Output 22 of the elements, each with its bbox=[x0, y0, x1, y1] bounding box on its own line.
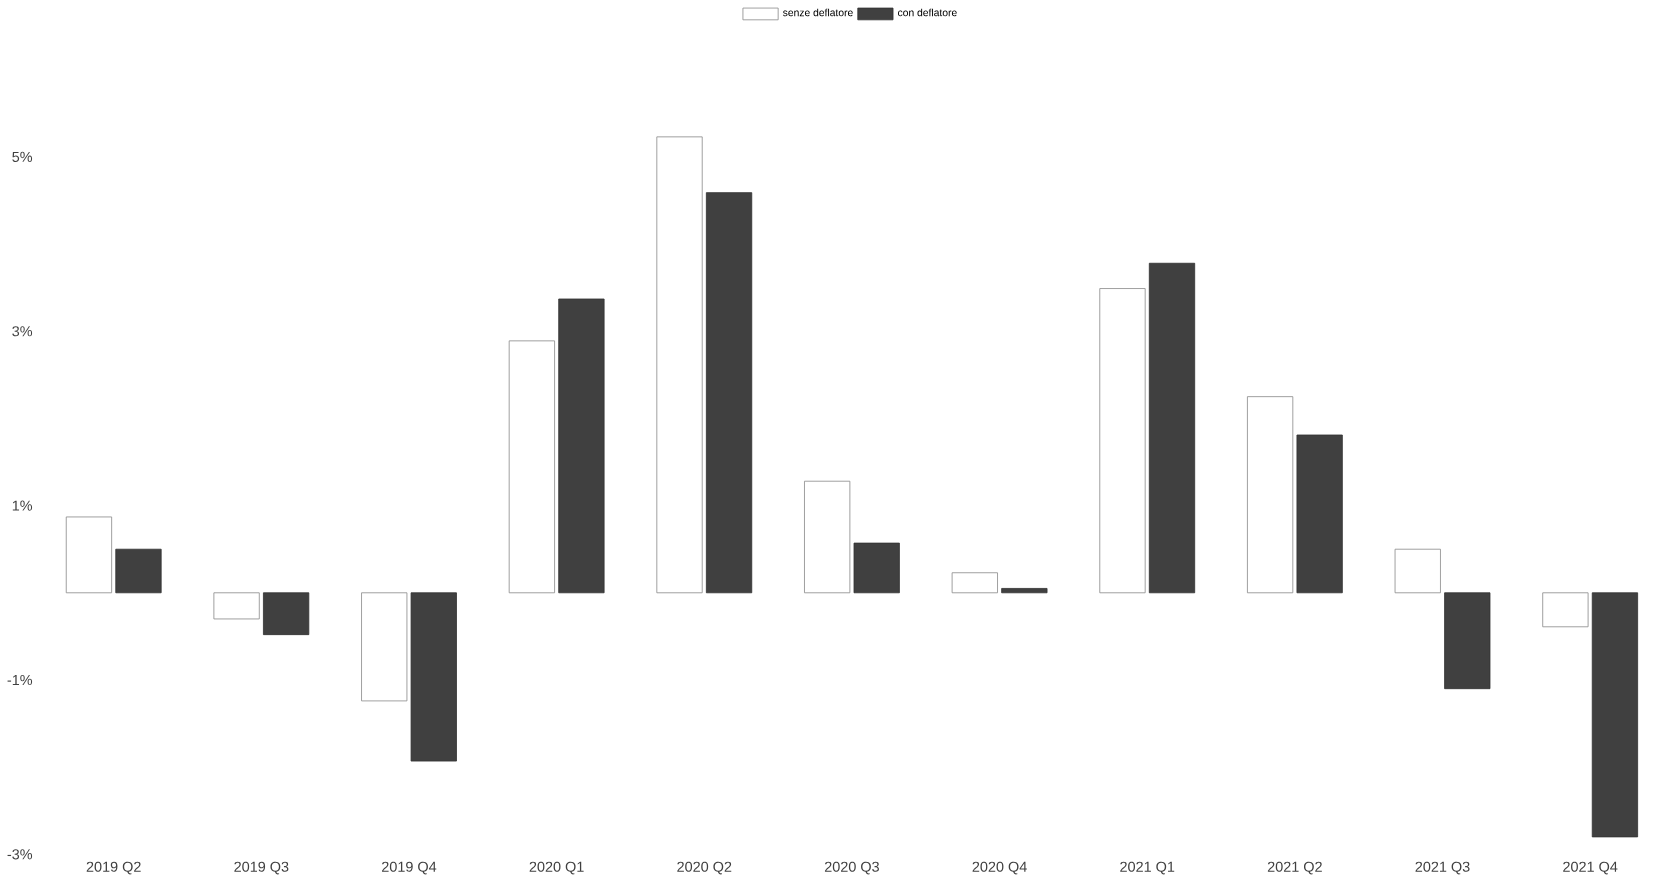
bar bbox=[1591, 592, 1639, 838]
bar bbox=[1001, 588, 1048, 594]
bar bbox=[951, 572, 998, 594]
bar bbox=[361, 592, 408, 702]
bar bbox=[1394, 549, 1441, 594]
bar bbox=[508, 340, 555, 594]
bar bbox=[1099, 288, 1146, 594]
bar bbox=[1542, 592, 1589, 628]
bar bbox=[263, 592, 310, 636]
bar bbox=[804, 481, 851, 594]
bar bbox=[1296, 434, 1343, 594]
bar bbox=[1444, 592, 1491, 690]
bar bbox=[65, 516, 113, 594]
bar bbox=[656, 136, 703, 594]
bar bbox=[410, 592, 457, 762]
bar bbox=[1148, 263, 1196, 594]
bar bbox=[213, 592, 260, 620]
bar bbox=[558, 298, 605, 594]
bar bbox=[705, 192, 753, 594]
bar bbox=[853, 543, 900, 594]
bar bbox=[115, 549, 162, 594]
bar bbox=[1246, 396, 1294, 594]
